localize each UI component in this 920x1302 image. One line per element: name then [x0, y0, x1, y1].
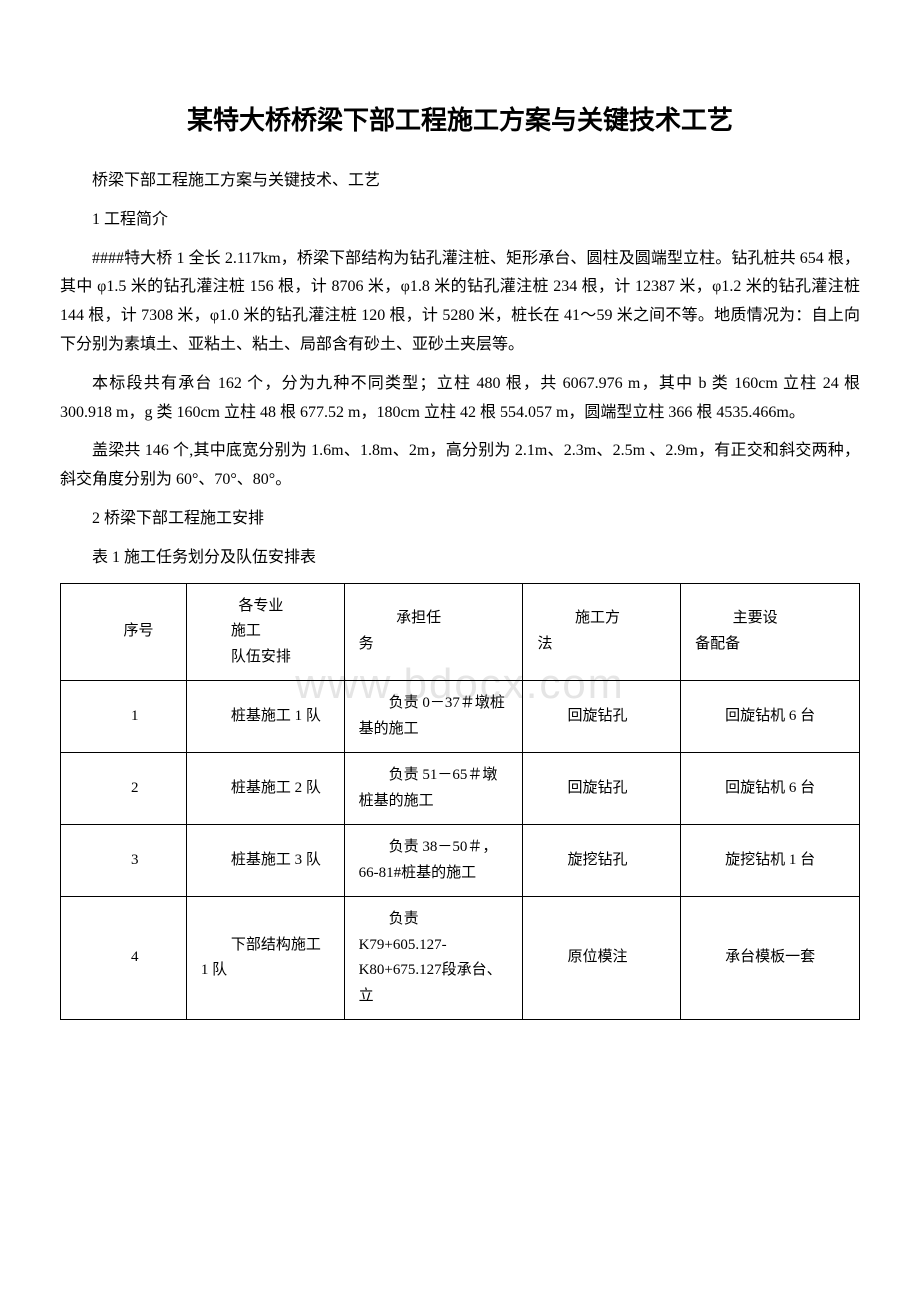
cell-seq: 4	[61, 897, 187, 1020]
cell-equip-text: 承台模板一套	[695, 945, 845, 971]
header-team-line3: 队伍安排	[201, 645, 330, 671]
header-seq: 序号	[61, 583, 187, 681]
cell-task: 负责 38－50＃，66-81#桩基的施工	[344, 825, 523, 897]
header-equip-line1: 主要设	[695, 606, 845, 632]
cell-method-text: 回旋钻孔	[537, 776, 666, 802]
cell-team: 桩基施工 3 队	[186, 825, 344, 897]
cell-equip-text: 旋挖钻机 1 台	[695, 848, 845, 874]
subtitle-para: 桥梁下部工程施工方案与关键技术、工艺	[60, 167, 860, 196]
table-row: 2 桩基施工 2 队 负责 51－65＃墩桩基的施工 回旋钻孔 回旋钻机 6 台	[61, 753, 860, 825]
cell-equip: 回旋钻机 6 台	[681, 681, 860, 753]
cell-method-text: 旋挖钻孔	[537, 848, 666, 874]
header-task: 承担任 务	[344, 583, 523, 681]
header-seq-label: 序号	[75, 619, 172, 645]
cell-team-text: 下部结构施工 1 队	[201, 933, 330, 984]
cell-task: 负责 K79+605.127-K80+675.127段承台、立	[344, 897, 523, 1020]
cell-team-text: 桩基施工 3 队	[201, 848, 330, 874]
header-method: 施工方 法	[523, 583, 681, 681]
cell-equip: 回旋钻机 6 台	[681, 753, 860, 825]
table-row: 3 桩基施工 3 队 负责 38－50＃，66-81#桩基的施工 旋挖钻孔 旋挖…	[61, 825, 860, 897]
header-task-line1: 承担任	[359, 606, 509, 632]
cell-team: 桩基施工 1 队	[186, 681, 344, 753]
section2-heading: 2 桥梁下部工程施工安排	[60, 505, 860, 534]
cell-team: 下部结构施工 1 队	[186, 897, 344, 1020]
cell-equip-text: 回旋钻机 6 台	[695, 704, 845, 730]
document-title: 某特大桥桥梁下部工程施工方案与关键技术工艺	[60, 100, 860, 137]
cell-equip: 旋挖钻机 1 台	[681, 825, 860, 897]
header-equip-line2: 备配备	[695, 636, 740, 652]
cell-team-text: 桩基施工 1 队	[201, 704, 330, 730]
paragraph-3: 盖梁共 146 个,其中底宽分别为 1.6m、1.8m、2m，高分别为 2.1m…	[60, 437, 860, 495]
header-team-line1: 各专业	[201, 594, 330, 620]
header-method-line1: 施工方	[537, 606, 666, 632]
cell-task-text: 负责 51－65＃墩桩基的施工	[359, 763, 509, 814]
cell-method: 旋挖钻孔	[523, 825, 681, 897]
cell-method-text: 原位模注	[537, 945, 666, 971]
cell-seq: 3	[61, 825, 187, 897]
cell-method: 回旋钻孔	[523, 753, 681, 825]
table-row: 4 下部结构施工 1 队 负责 K79+605.127-K80+675.127段…	[61, 897, 860, 1020]
cell-equip-text: 回旋钻机 6 台	[695, 776, 845, 802]
table-header-row: 序号 各专业 施工 队伍安排 承担任 务 施工方 法 主要设 备配备	[61, 583, 860, 681]
header-team-line2: 施工	[201, 619, 330, 645]
table-row: 1 桩基施工 1 队 负责 0－37＃墩桩基的施工 回旋钻孔 回旋钻机 6 台	[61, 681, 860, 753]
cell-seq: 2	[61, 753, 187, 825]
header-team: 各专业 施工 队伍安排	[186, 583, 344, 681]
cell-seq: 1	[61, 681, 187, 753]
construction-task-table: 序号 各专业 施工 队伍安排 承担任 务 施工方 法 主要设 备配备	[60, 583, 860, 1021]
paragraph-1: ####特大桥 1 全长 2.117km，桥梁下部结构为钻孔灌注桩、矩形承台、圆…	[60, 245, 860, 360]
cell-equip: 承台模板一套	[681, 897, 860, 1020]
cell-task-text: 负责 K79+605.127-K80+675.127段承台、立	[359, 907, 509, 1009]
cell-team: 桩基施工 2 队	[186, 753, 344, 825]
cell-method-text: 回旋钻孔	[537, 704, 666, 730]
cell-method: 原位模注	[523, 897, 681, 1020]
cell-task: 负责 0－37＃墩桩基的施工	[344, 681, 523, 753]
section1-heading: 1 工程简介	[60, 206, 860, 235]
header-task-line2: 务	[359, 636, 374, 652]
paragraph-2: 本标段共有承台 162 个，分为九种不同类型；立柱 480 根，共 6067.9…	[60, 370, 860, 428]
header-method-line2: 法	[537, 636, 552, 652]
cell-task-text: 负责 0－37＃墩桩基的施工	[359, 691, 509, 742]
cell-team-text: 桩基施工 2 队	[201, 776, 330, 802]
header-equip: 主要设 备配备	[681, 583, 860, 681]
table-caption: 表 1 施工任务划分及队伍安排表	[60, 544, 860, 573]
cell-method: 回旋钻孔	[523, 681, 681, 753]
cell-task-text: 负责 38－50＃，66-81#桩基的施工	[359, 835, 509, 886]
cell-task: 负责 51－65＃墩桩基的施工	[344, 753, 523, 825]
